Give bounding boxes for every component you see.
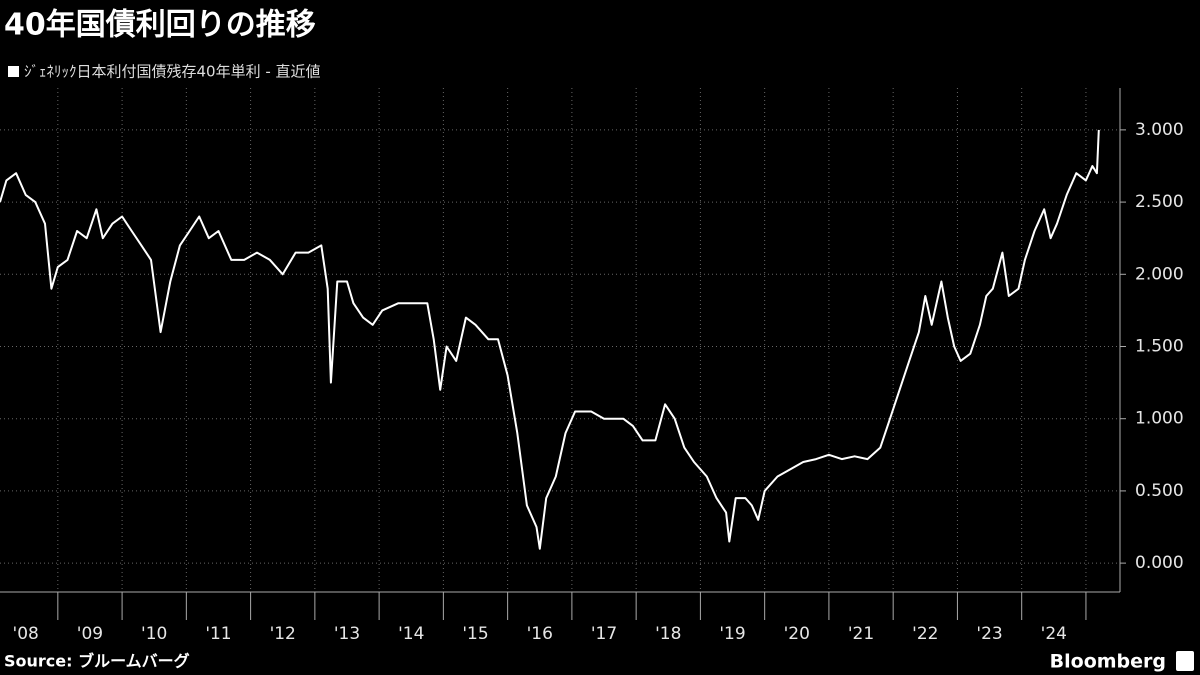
x-tick-label: '14 [398, 624, 424, 644]
x-tick-label: '19 [719, 624, 745, 644]
x-tick-label: '08 [13, 624, 39, 644]
y-tick-label: 3.000 [1135, 120, 1184, 140]
source: Source: ブルームバーグ [4, 652, 190, 671]
y-tick-label: 2.500 [1135, 192, 1184, 212]
x-tick-label: '22 [912, 624, 938, 644]
x-tick-label: '15 [462, 624, 488, 644]
y-tick-label: 0.000 [1135, 553, 1184, 573]
x-tick-label: '12 [270, 624, 296, 644]
chart-title: 40年国債利回りの推移 [4, 8, 316, 43]
legend-label: ｼﾞｪﾈﾘｯｸ日本利付国債残存40年単利 - 直近値 [24, 63, 321, 81]
y-tick-label: 1.000 [1135, 409, 1184, 429]
x-tick-label: '11 [205, 624, 231, 644]
x-tick-label: '16 [527, 624, 553, 644]
x-tick-label: '21 [848, 624, 874, 644]
x-tick-label: '09 [77, 624, 103, 644]
x-tick-label: '13 [334, 624, 360, 644]
data-line [0, 129, 1100, 550]
x-tick-label: '24 [1041, 624, 1067, 644]
x-tick-label: '18 [655, 624, 681, 644]
legend-swatch [8, 66, 19, 77]
brand: Bloomberg [1050, 651, 1166, 673]
brand-icon [1176, 651, 1194, 671]
x-tick-label: '20 [784, 624, 810, 644]
y-tick-label: 2.000 [1135, 264, 1184, 284]
x-tick-label: '23 [976, 624, 1002, 644]
x-tick-label: '17 [591, 624, 617, 644]
y-tick-label: 1.500 [1135, 336, 1184, 356]
y-tick-label: 0.500 [1135, 481, 1184, 501]
x-tick-label: '10 [141, 624, 167, 644]
